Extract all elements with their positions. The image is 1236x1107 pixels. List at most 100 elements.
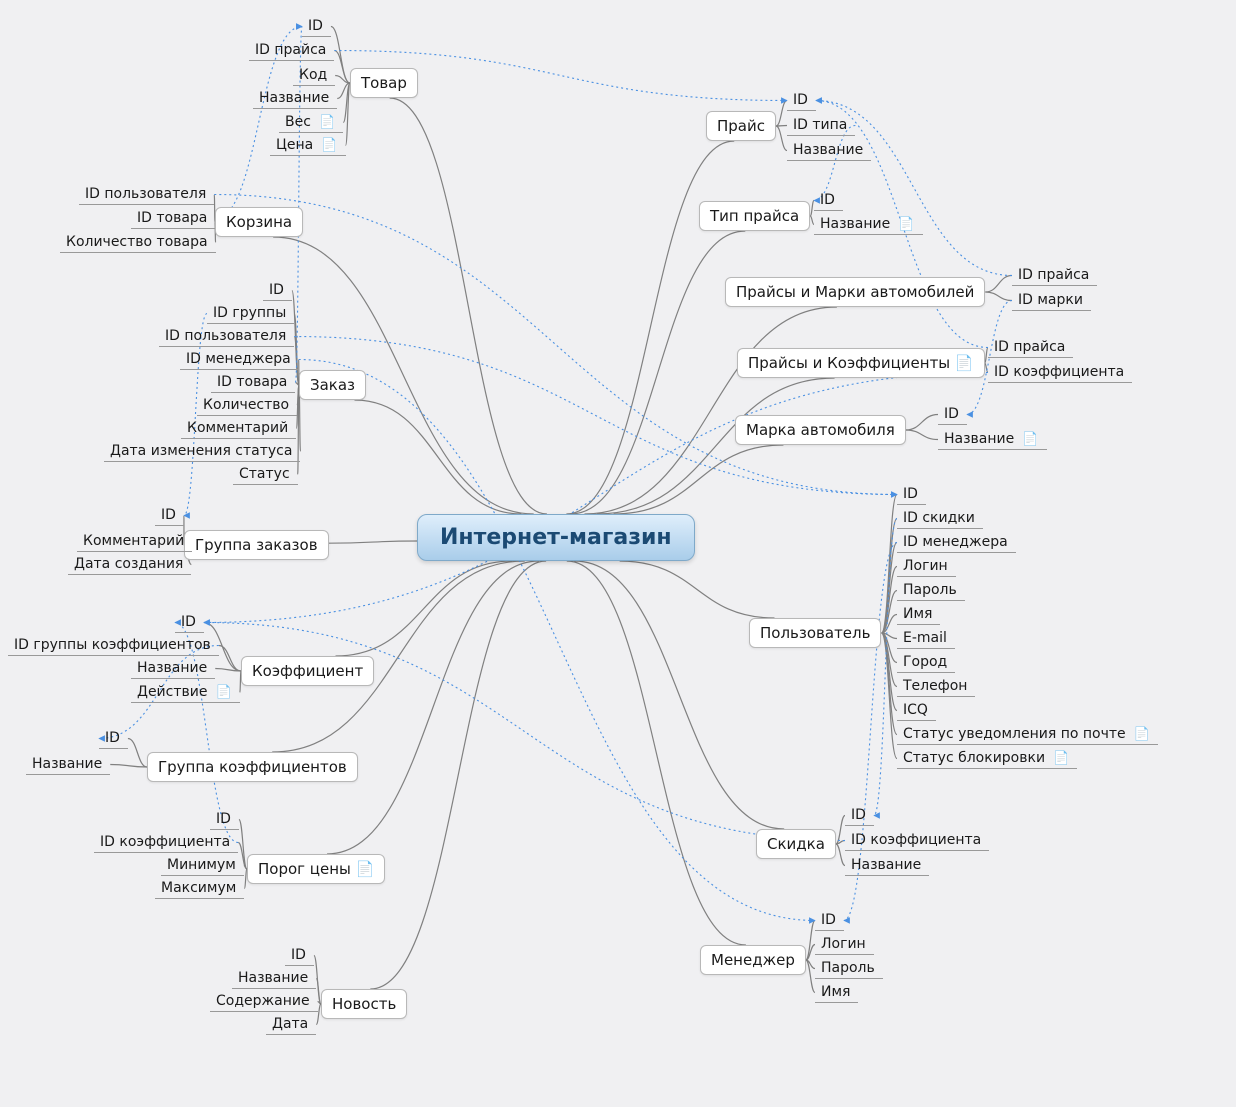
root-label: Интернет-магазин [440, 525, 672, 550]
koef.idgrkoef-label: ID группы коэффициентов [14, 637, 211, 653]
price: Прайс [706, 111, 776, 141]
grzakaz.id-label: ID [161, 507, 176, 523]
typeprice.id-label: ID [820, 192, 835, 208]
grzakaz.date: Дата создания [68, 554, 191, 575]
pricekoef.idkoef: ID коэффициента [988, 362, 1132, 383]
zakaz.id-label: ID [269, 282, 284, 298]
porog.id: ID [210, 809, 239, 830]
zakaz.idtovar: ID товара [211, 372, 295, 393]
korzina.qty-label: Количество товара [66, 234, 208, 250]
korzina.idtovar-label: ID товара [137, 210, 207, 226]
manager.login-label: Логин [821, 936, 866, 952]
grzakaz.id: ID [155, 505, 184, 526]
user.login: Логин [897, 556, 956, 577]
skidka.idkoef-label: ID коэффициента [851, 832, 981, 848]
grzakaz-label: Группа заказов [195, 536, 318, 554]
grkoef.name: Название [26, 754, 110, 775]
koef.name-label: Название [137, 660, 207, 676]
zakaz.qty-label: Количество [203, 397, 289, 413]
grzakaz.comment-label: Комментарий [83, 533, 184, 549]
zakaz.idgroup-label: ID группы [213, 305, 286, 321]
porog-label: Порог цены [258, 860, 351, 878]
tovar.idprice: ID прайса [249, 40, 334, 61]
tovar.name: Название [253, 88, 337, 109]
novost-label: Новость [332, 995, 396, 1013]
novost.id-label: ID [291, 947, 306, 963]
novost: Новость [321, 989, 407, 1019]
koef.idgrkoef: ID группы коэффициентов [8, 635, 219, 656]
user.email: E-mail [897, 628, 955, 649]
novost.id: ID [285, 945, 314, 966]
tovar.idprice-label: ID прайса [255, 42, 326, 58]
manager.id: ID [815, 910, 844, 931]
zakaz.idmanager: ID менеджера [180, 349, 299, 370]
note-icon: 📄 [894, 217, 914, 232]
typeprice.name-label: Название [820, 216, 890, 232]
zakaz.idgroup: ID группы [207, 303, 294, 324]
zakaz.comment-label: Комментарий [187, 420, 288, 436]
tovar.ves-label: Вес [285, 114, 311, 130]
user.name-label: Имя [903, 606, 932, 622]
grkoef: Группа коэффициентов [147, 752, 358, 782]
manager.id-label: ID [821, 912, 836, 928]
pricemark.idprice: ID прайса [1012, 265, 1097, 286]
user.city-label: Город [903, 654, 947, 670]
tovar-label: Товар [361, 74, 407, 92]
novost.content-label: Содержание [216, 993, 310, 1009]
user.id-label: ID [903, 486, 918, 502]
pricekoef-label: Прайсы и Коэффициенты [748, 354, 950, 372]
grkoef.id-label: ID [105, 730, 120, 746]
pricemark.idmark: ID марки [1012, 290, 1091, 311]
skidka.id-label: ID [851, 807, 866, 823]
grzakaz.comment: Комментарий [77, 531, 192, 552]
marka.id-label: ID [944, 406, 959, 422]
pricemark: Прайсы и Марки автомобилей [725, 277, 985, 307]
user.idskidka-label: ID скидки [903, 510, 975, 526]
korzina: Корзина [215, 207, 303, 237]
zakaz.status: Статус [233, 464, 298, 485]
user.name: Имя [897, 604, 940, 625]
zakaz.comment: Комментарий [181, 418, 296, 439]
koef: Коэффициент [241, 656, 374, 686]
korzina.idtovar: ID товара [131, 208, 215, 229]
marka: Марка автомобиля [735, 415, 906, 445]
user.tel-label: Телефон [903, 678, 967, 694]
user.icq: ICQ [897, 700, 936, 721]
user.idmanager-label: ID менеджера [903, 534, 1008, 550]
marka.id: ID [938, 404, 967, 425]
pricekoef.idkoef-label: ID коэффициента [994, 364, 1124, 380]
zakaz.status-label: Статус [239, 466, 290, 482]
marka-label: Марка автомобиля [746, 421, 895, 439]
manager.name-label: Имя [821, 984, 850, 1000]
typeprice-label: Тип прайса [710, 207, 799, 225]
price.name-label: Название [793, 142, 863, 158]
manager-label: Менеджер [711, 951, 795, 969]
grkoef-label: Группа коэффициентов [158, 758, 347, 776]
price.name: Название [787, 140, 871, 161]
user.pass: Пароль [897, 580, 965, 601]
root: Интернет-магазин [417, 514, 695, 561]
tovar.kod: Код [293, 65, 335, 86]
tovar.cena: Цена 📄 [270, 135, 346, 156]
porog.max-label: Максимум [161, 880, 236, 896]
pricemark.idmark-label: ID марки [1018, 292, 1083, 308]
user.email-label: E-mail [903, 630, 947, 646]
porog: Порог цены 📄 [247, 854, 385, 884]
note-icon: 📄 [1130, 727, 1150, 742]
tovar.cena-label: Цена [276, 137, 313, 153]
porog.id-label: ID [216, 811, 231, 827]
skidka.name-label: Название [851, 857, 921, 873]
note-icon: 📄 [1018, 432, 1038, 447]
tovar: Товар [350, 68, 418, 98]
zakaz.date-label: Дата изменения статуса [110, 443, 292, 459]
zakaz.iduser-label: ID пользователя [165, 328, 286, 344]
porog.max: Максимум [155, 878, 244, 899]
zakaz.qty: Количество [197, 395, 297, 416]
zakaz.id: ID [263, 280, 292, 301]
user.block-label: Статус блокировки [903, 750, 1045, 766]
marka.name-label: Название [944, 431, 1014, 447]
price.id: ID [787, 90, 816, 111]
note-icon: 📄 [950, 354, 973, 372]
price.idtype: ID типа [787, 115, 855, 136]
korzina.iduser-label: ID пользователя [85, 186, 206, 202]
